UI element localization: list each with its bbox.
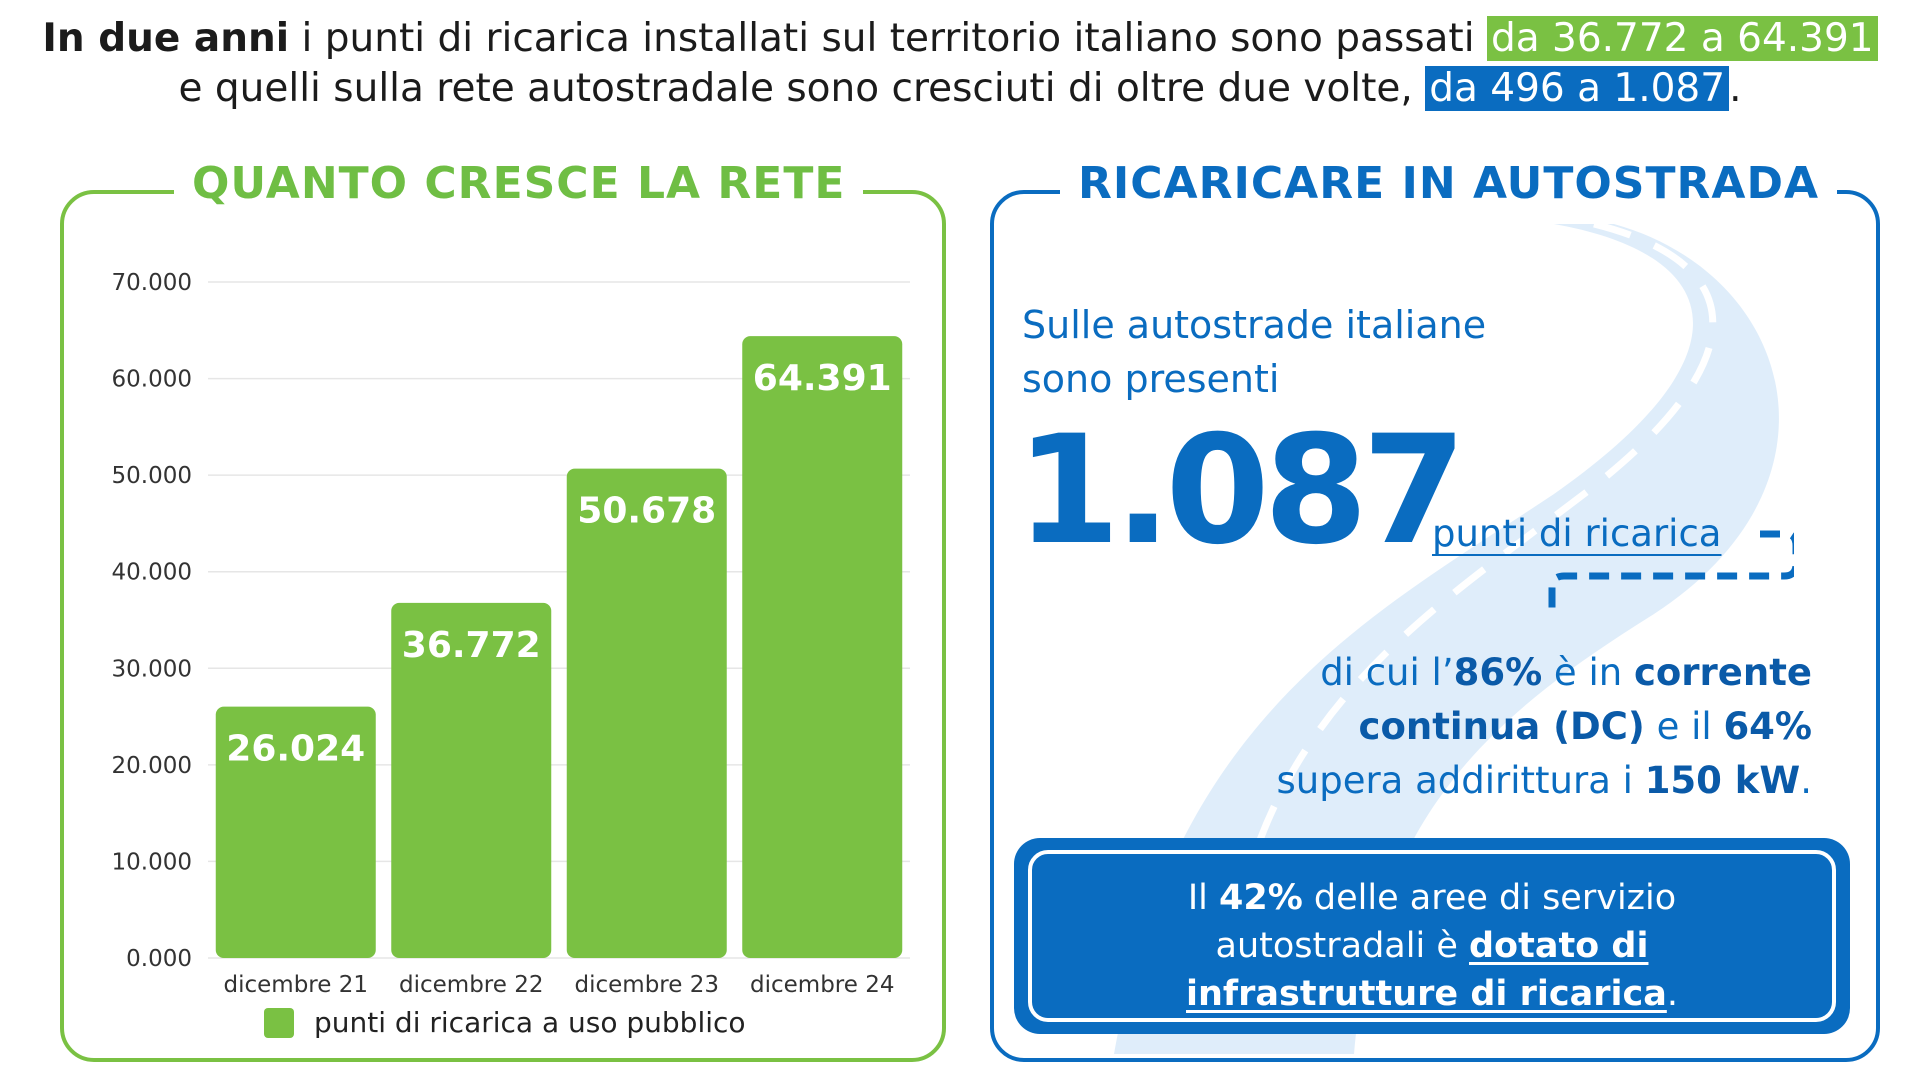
y-tick-label: 20.000	[112, 753, 192, 779]
points-label: punti di ricarica	[1432, 512, 1722, 555]
detail-t1: di cui l’	[1320, 651, 1454, 694]
callout-line-1: Il 42% delle aree di servizio	[1032, 874, 1832, 922]
bar	[215, 706, 376, 958]
highway-title: RICARICARE IN AUTOSTRADA	[1060, 158, 1838, 209]
detail-t5: .	[1800, 759, 1812, 802]
callout-t3: autostradali è	[1215, 926, 1469, 966]
x-tick-label: dicembre 24	[750, 972, 894, 998]
callout-frame: Il 42% delle aree di servizio autostrada…	[1028, 850, 1836, 1022]
callout-u1: dotato di	[1469, 926, 1649, 966]
bar-value-label: 50.678	[577, 491, 716, 532]
bar	[742, 336, 903, 958]
callout-percentage: 42%	[1218, 878, 1303, 918]
y-tick-label: 70.000	[112, 270, 192, 296]
x-tick-label: dicembre 21	[224, 972, 368, 998]
callout-line-3: infrastrutture di ricarica.	[1032, 970, 1832, 1018]
detail-t4: supera addirittura i	[1276, 759, 1645, 802]
callout-line-2: autostradali è dotato di	[1032, 922, 1832, 970]
detail-b2: corrente	[1633, 651, 1812, 694]
callout-t1: Il	[1187, 878, 1219, 918]
x-tick-label: dicembre 23	[575, 972, 719, 998]
detail-text: di cui l’86% è in corrente continua (DC)…	[1172, 646, 1812, 808]
bar-value-label: 36.772	[402, 625, 541, 666]
y-tick-label: 50.000	[112, 463, 192, 489]
legend-swatch	[264, 1007, 294, 1038]
headline-line-1: In due anni i punti di ricarica installa…	[0, 14, 1920, 64]
y-tick-label: 0.000	[126, 946, 192, 972]
detail-b3: continua (DC)	[1358, 705, 1645, 748]
callout-t2: delle aree di servizio	[1302, 878, 1677, 918]
headline-text-1: i punti di ricarica installati sul terri…	[289, 16, 1487, 61]
bar	[391, 602, 552, 958]
detail-t2: è in	[1542, 651, 1634, 694]
headline-text-2: e quelli sulla rete autostradale sono cr…	[178, 66, 1426, 111]
detail-line-1: di cui l’86% è in corrente	[1172, 646, 1812, 700]
bar-chart: 0.000 10.000 20.000 30.000 40.000 50.000 60.00…	[112, 270, 910, 998]
big-number: 1.087	[1016, 404, 1466, 578]
headline-highlight-green: da 36.772 a 64.391	[1486, 16, 1878, 61]
intro-line-1: Sulle autostrade italiane	[1022, 303, 1487, 347]
detail-power: 150 kW	[1644, 759, 1801, 802]
callout-t4: .	[1666, 974, 1678, 1014]
dashed-connector	[1548, 530, 1794, 614]
legend-label: punti di ricarica a uso pubblico	[314, 1006, 746, 1039]
intro-text: Sulle autostrade italiane sono presenti	[1022, 298, 1486, 406]
detail-high-power-share: 64%	[1723, 705, 1812, 748]
headline-end: .	[1729, 66, 1742, 111]
service-areas-callout: Il 42% delle aree di servizio autostrada…	[1014, 838, 1850, 1034]
y-tick-label: 30.000	[112, 656, 192, 682]
headline: In due anni i punti di ricarica installa…	[0, 14, 1920, 114]
bar	[566, 468, 727, 958]
headline-bold: In due anni	[42, 16, 290, 61]
bar-value-label: 26.024	[226, 729, 365, 770]
chart-card: QUANTO CRESCE LA RETE 0.000 10.000 20.000 3…	[60, 158, 946, 1062]
intro-line-2: sono presenti	[1022, 357, 1280, 401]
y-tick-label: 60.000	[112, 367, 192, 393]
chart-title: QUANTO CRESCE LA RETE	[174, 158, 864, 209]
detail-line-3: supera addirittura i 150 kW.	[1172, 754, 1812, 808]
detail-line-2: continua (DC) e il 64%	[1172, 700, 1812, 754]
detail-dc-share: 86%	[1453, 651, 1543, 694]
headline-line-2: e quelli sulla rete autostradale sono cr…	[0, 64, 1920, 114]
bar-value-label: 64.391	[753, 358, 892, 399]
headline-highlight-blue: da 496 a 1.087	[1425, 66, 1730, 111]
chart-legend: punti di ricarica a uso pubblico	[264, 1006, 746, 1039]
y-tick-label: 40.000	[112, 560, 192, 586]
highway-card: RICARICARE IN AUTOSTRADA Sulle autostrad…	[990, 158, 1880, 1062]
callout-text: Il 42% delle aree di servizio autostrada…	[1032, 874, 1832, 1018]
callout-u2: infrastrutture di ricarica	[1186, 974, 1667, 1014]
y-tick-label: 10.000	[112, 849, 192, 875]
x-tick-label: dicembre 22	[399, 972, 543, 998]
detail-t3: e il	[1644, 705, 1724, 748]
